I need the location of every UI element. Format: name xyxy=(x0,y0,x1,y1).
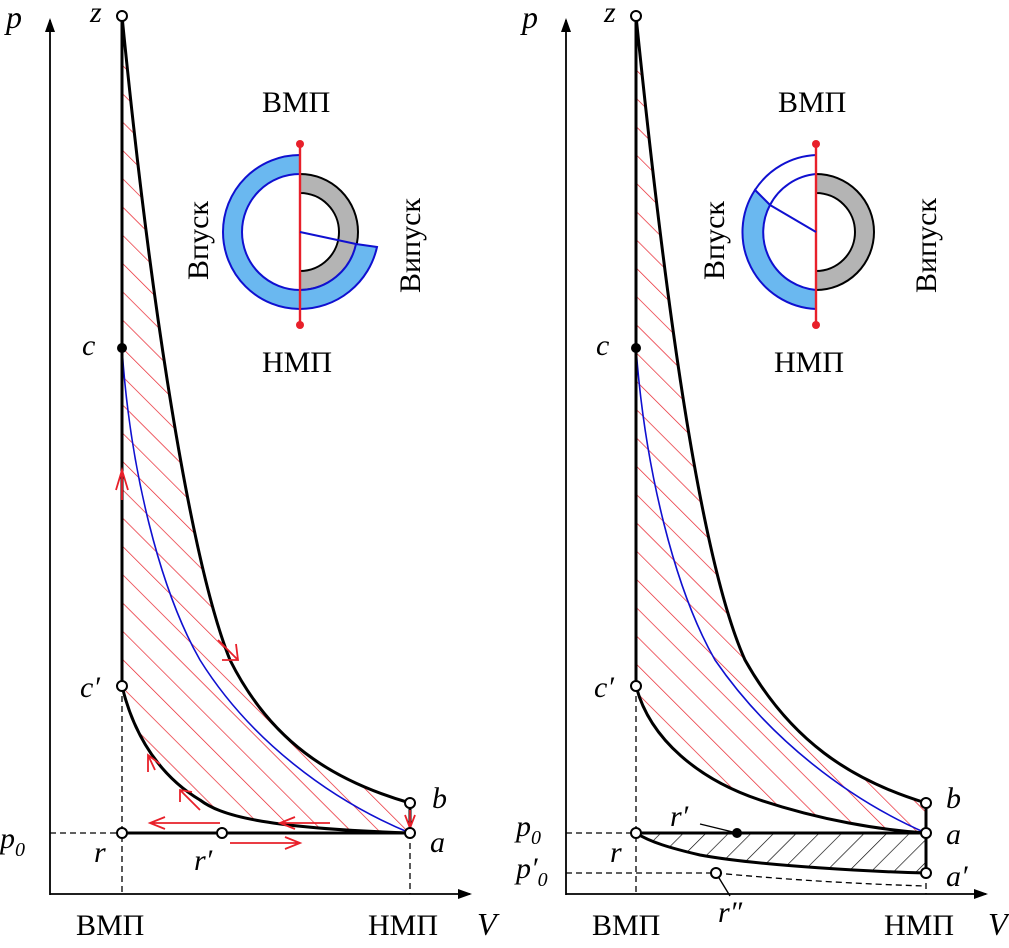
right-point-b xyxy=(920,797,932,809)
left-exhaust-label: Випуск xyxy=(394,198,427,293)
right-exhaust-label: Випуск xyxy=(910,198,943,293)
left-label-r: r xyxy=(94,836,106,869)
left-expansion-curve xyxy=(120,15,411,805)
left-work-area xyxy=(122,16,410,833)
right-valve-bottom-label: НМП xyxy=(774,346,844,379)
left-point-r-prime xyxy=(216,827,228,839)
left-flow-arrows xyxy=(115,466,416,850)
right-label-r: r xyxy=(610,836,622,869)
right-intake-arc xyxy=(753,153,817,207)
left-bdc-label: НМП xyxy=(368,909,438,942)
right-label-r-double-prime: r″ xyxy=(718,896,743,929)
right-bdc-label: НМП xyxy=(884,909,954,942)
left-point-z xyxy=(116,10,128,22)
right-intake-fill xyxy=(741,188,817,311)
right-expansion-curve xyxy=(634,15,927,805)
left-point-c xyxy=(117,343,127,353)
right-valve-bottom-dot xyxy=(812,321,820,329)
right-valve-radius xyxy=(769,204,817,233)
left-valve-top-label: ВМП xyxy=(262,86,330,119)
left-point-a xyxy=(404,827,416,839)
right-cycle-outline xyxy=(634,16,927,835)
left-intake-label: Впуск xyxy=(182,201,215,280)
right-exhaust-ring xyxy=(815,172,875,292)
right-p0-label: p0 xyxy=(514,810,541,849)
right-point-r xyxy=(630,827,642,839)
right-valve-top-dot xyxy=(812,140,820,148)
left-exhaust-extension xyxy=(299,242,379,311)
right-axis-v-label: V xyxy=(988,906,1009,942)
left-label-c: c xyxy=(82,329,95,362)
right-intake-label: Впуск xyxy=(698,201,731,280)
left-valve-top-dot xyxy=(296,140,304,148)
left-label-b: b xyxy=(432,782,447,815)
left-cycle-outline xyxy=(120,16,411,835)
left-compression-curve xyxy=(121,347,411,834)
right-axis-p-label: p xyxy=(520,0,538,35)
left-axis-p-label: p xyxy=(4,0,22,35)
left-tdc-label: ВМП xyxy=(76,909,144,942)
right-label-r-prime: r′ xyxy=(670,800,689,833)
left-p0-label: p0 xyxy=(0,822,25,861)
right-label-z: z xyxy=(603,0,616,29)
left-label-z: z xyxy=(89,0,102,29)
left-label-c-prime: c′ xyxy=(80,671,100,704)
right-label-a-prime: a′ xyxy=(946,860,968,893)
left-intake-arc xyxy=(222,153,301,311)
right-label-a: a xyxy=(946,818,961,851)
left-label-a: a xyxy=(430,826,445,859)
right-point-r-prime xyxy=(732,828,742,838)
right-label-c-prime: c′ xyxy=(594,671,614,704)
right-point-z xyxy=(630,10,642,22)
right-intake-curve xyxy=(635,831,927,875)
right-pumping-area xyxy=(636,833,926,873)
right-compression-curve xyxy=(635,347,927,834)
right-label-b: b xyxy=(946,782,961,815)
left-point-r xyxy=(116,827,128,839)
right-point-a-prime xyxy=(920,867,932,879)
right-point-a xyxy=(920,827,932,839)
left-label-r-prime: r′ xyxy=(194,844,213,877)
right-valve-diagram: ВМП НМП Впуск Випуск xyxy=(698,86,943,379)
left-valve-radius xyxy=(299,231,357,245)
right-point-c xyxy=(631,343,641,353)
right-point-c-prime xyxy=(630,680,642,692)
right-label-c: c xyxy=(596,329,609,362)
right-dashed-intake-curve xyxy=(715,872,927,887)
left-valve-bottom-dot xyxy=(296,321,304,329)
left-axis-v-label: V xyxy=(477,906,500,942)
left-panel: p V ВМП НМП p0 z c c′ r r′ b a ВМП НМП В… xyxy=(0,0,500,942)
left-point-b xyxy=(404,797,416,809)
right-tdc-label: ВМП xyxy=(592,909,660,942)
left-point-c-prime xyxy=(116,680,128,692)
left-valve-diagram: ВМП НМП Впуск Випуск xyxy=(182,86,427,379)
right-panel: p V ВМП НМП p0 p′0 z c c′ r r′ r″ b a a′… xyxy=(514,0,1009,942)
right-r-prime-leader xyxy=(699,823,738,834)
right-valve-top-label: ВМП xyxy=(778,86,846,119)
left-valve-bottom-label: НМП xyxy=(262,346,332,379)
right-p0-prime-label: p′0 xyxy=(514,852,548,891)
right-point-r-double-prime xyxy=(710,867,722,879)
right-work-area xyxy=(636,16,926,833)
